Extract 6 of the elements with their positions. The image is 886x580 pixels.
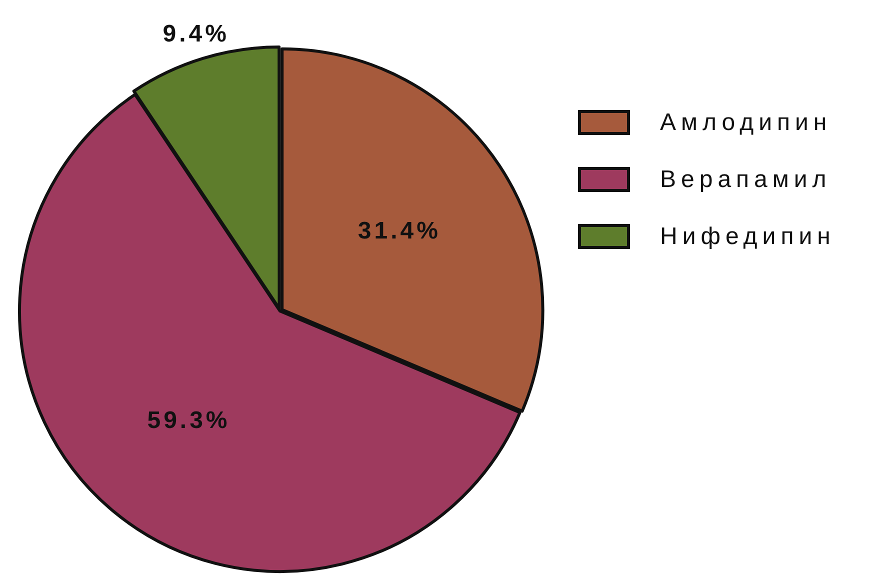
legend-label: Амлодипин [660,108,832,136]
legend-label: Верапамил [660,166,832,194]
data-label: 59.3% [147,407,230,434]
data-label: 31.4% [358,217,441,244]
legend-label: Нифедипин [660,222,836,250]
data-label: 9.4% [162,20,230,48]
